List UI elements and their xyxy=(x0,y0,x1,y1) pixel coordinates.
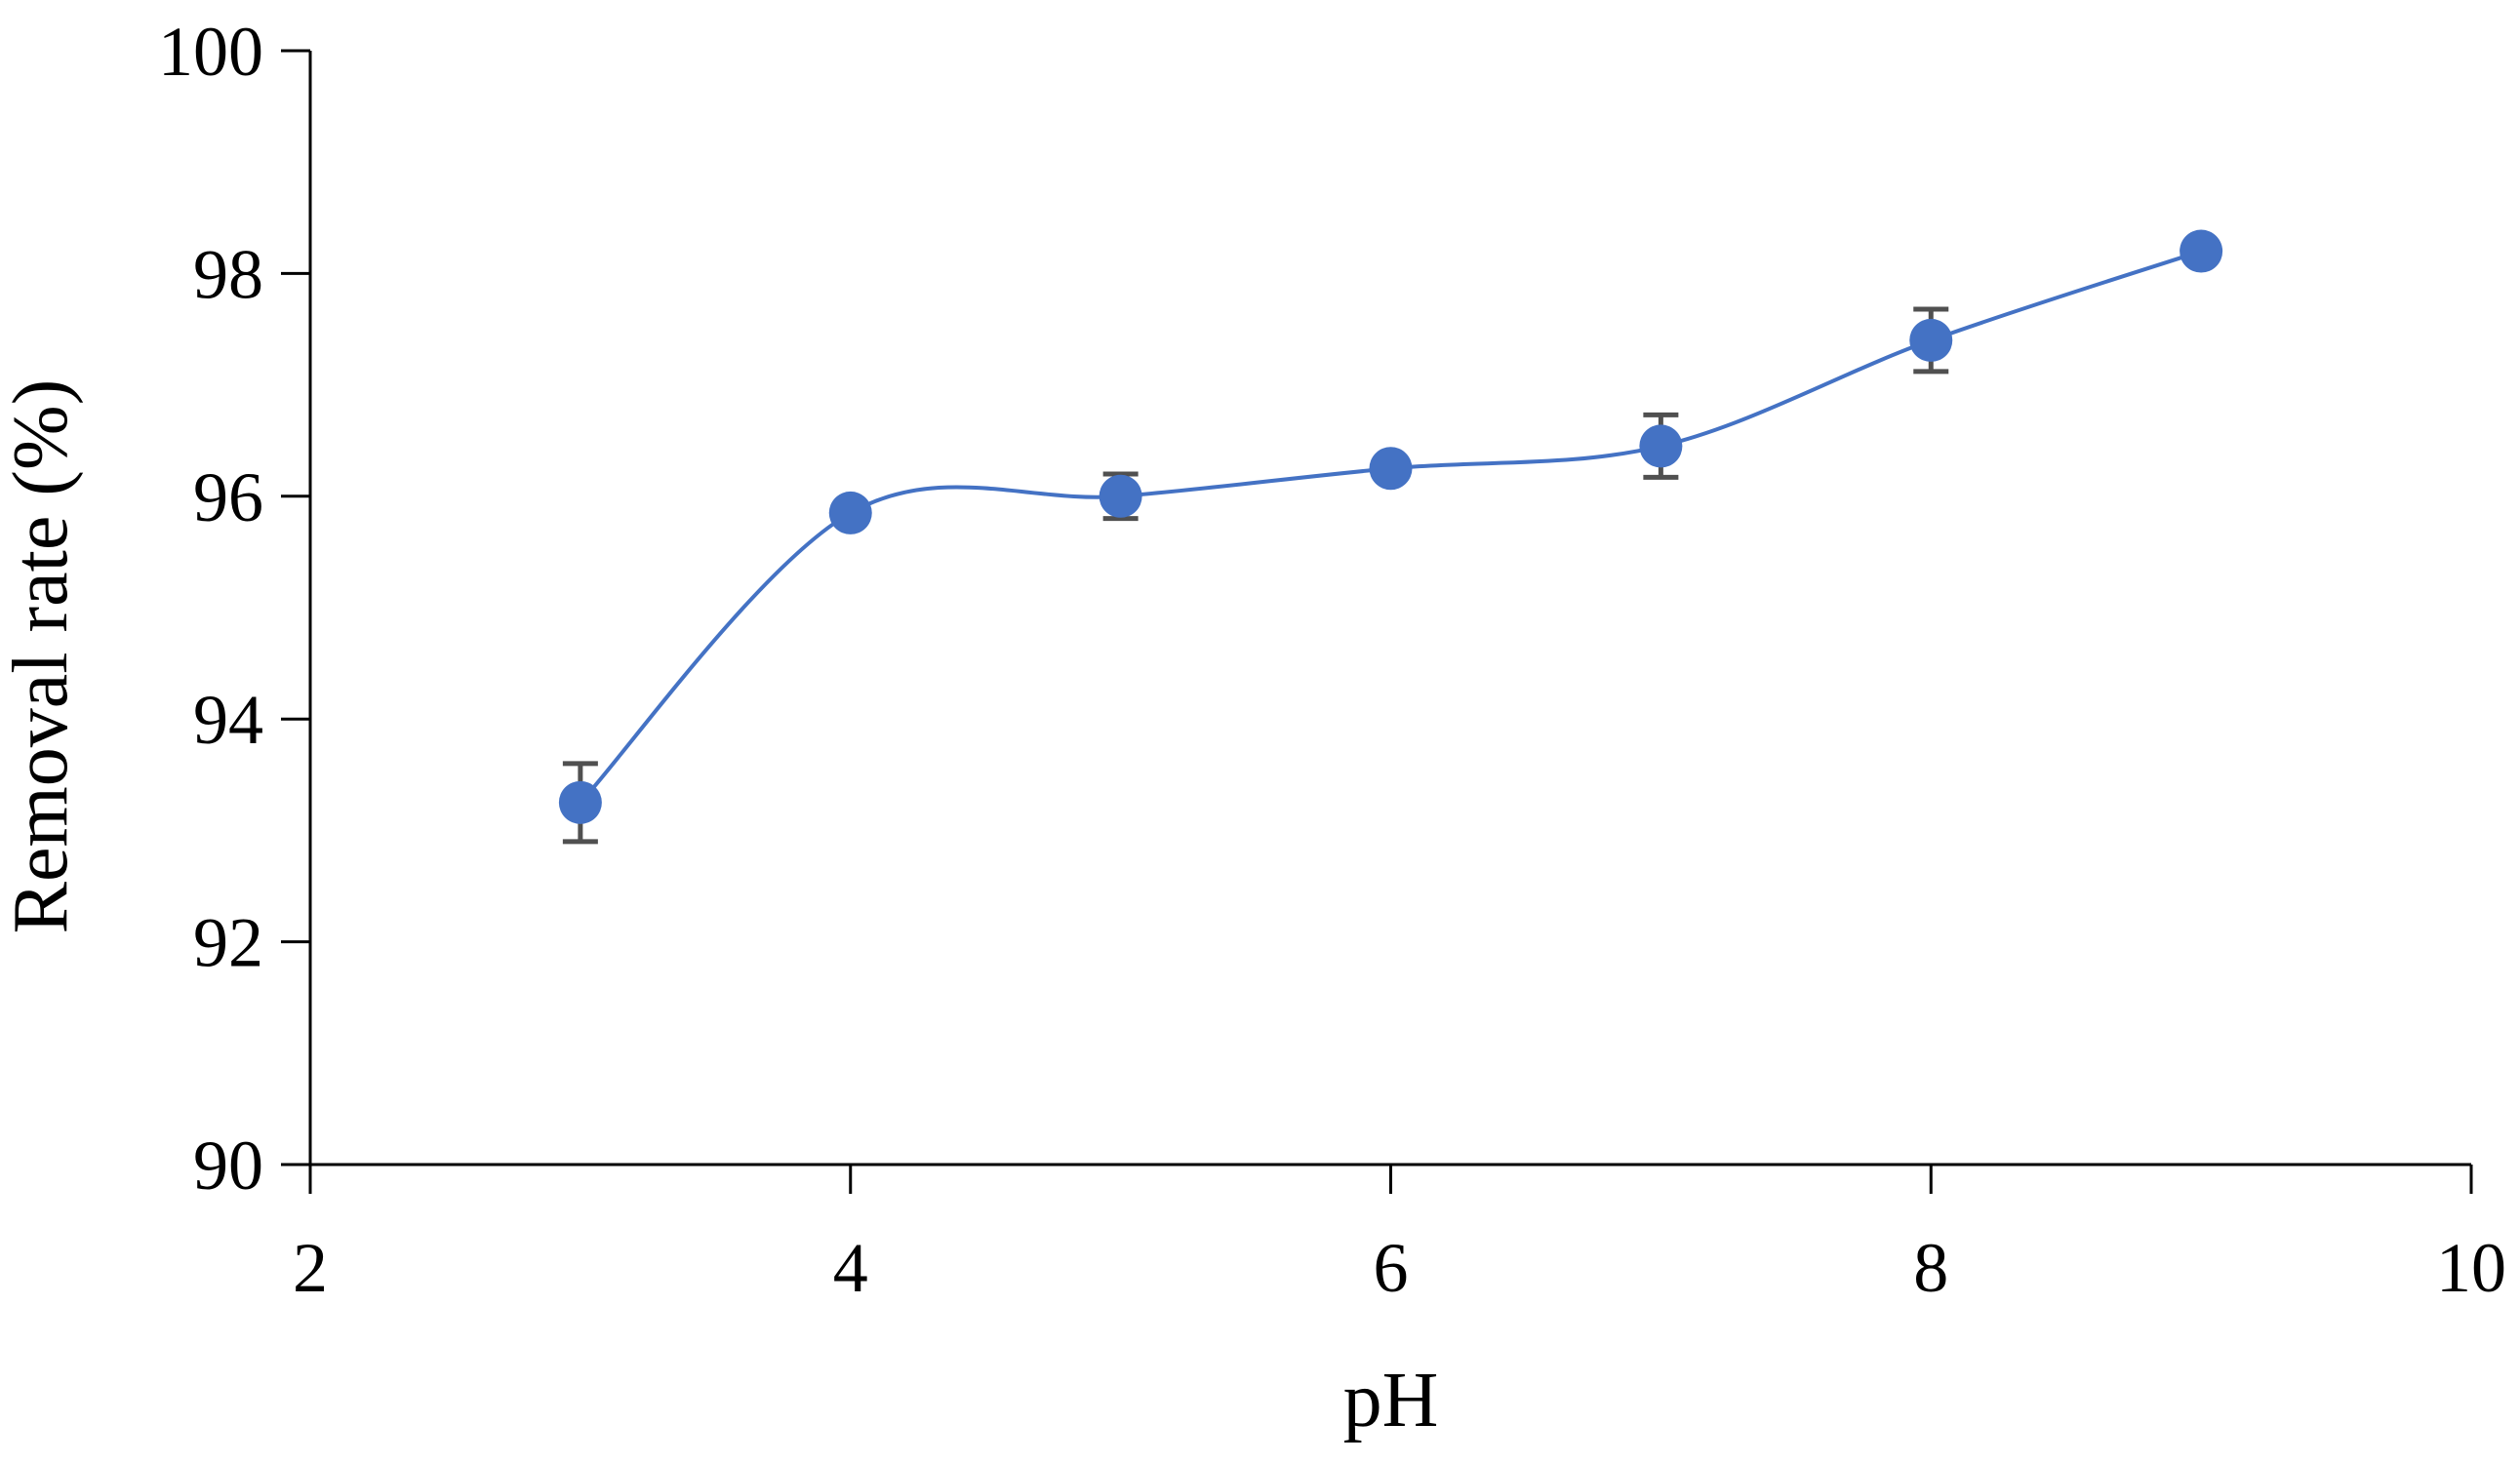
series-line xyxy=(579,249,2202,805)
y-tick-label: 94 xyxy=(193,681,263,759)
x-axis-title: pH xyxy=(1343,1358,1439,1443)
y-tick-label: 100 xyxy=(158,13,263,91)
x-tick-label: 2 xyxy=(293,1229,328,1307)
y-axis-title: Removal rate (%) xyxy=(0,379,84,934)
y-tick-label: 96 xyxy=(193,458,263,536)
data-point xyxy=(1909,318,1953,362)
data-point xyxy=(2180,229,2223,273)
data-point xyxy=(1099,474,1142,518)
x-tick-label: 8 xyxy=(1913,1229,1948,1307)
data-point xyxy=(828,491,872,534)
y-tick-label: 90 xyxy=(193,1127,263,1205)
data-point xyxy=(558,780,602,824)
x-tick-label: 10 xyxy=(2436,1229,2506,1307)
axes: 2 4 6 8 10 90 92 94 96 98 100 xyxy=(158,13,2506,1307)
x-tick-label: 4 xyxy=(833,1229,868,1307)
data-point xyxy=(1369,447,1413,491)
y-tick-label: 98 xyxy=(193,235,263,313)
data-point xyxy=(1639,424,1683,468)
y-tick-label: 92 xyxy=(193,904,263,982)
x-tick-label: 6 xyxy=(1374,1229,1409,1307)
data-series xyxy=(558,229,2223,845)
